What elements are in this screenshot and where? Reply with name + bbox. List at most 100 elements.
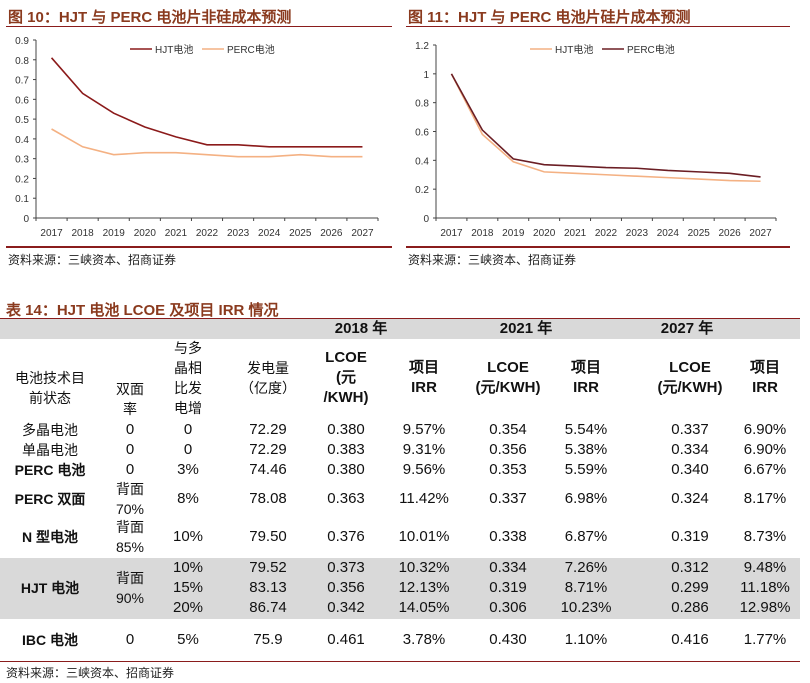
table-cell: 多晶电池 [22,422,78,438]
y-tick-label: 0.2 [15,174,29,185]
table-cell: 0 [125,421,135,438]
table-cell: 72.29 [249,421,287,438]
x-tick-label: 2027 [351,228,374,239]
series-line-perc [51,128,363,158]
y-tick-label: 0.3 [15,155,29,166]
table-cell: 0.354 [489,421,527,438]
y-tick-label: 0.8 [415,99,429,110]
table-cell: 8% [177,490,199,507]
table-cell: 0 [125,461,135,478]
table-cell: 6.87% [564,528,608,545]
x-tick-label: 2020 [134,228,157,239]
table-cell: 78.08 [249,490,287,507]
x-tick-label: 2026 [320,228,343,239]
column-header: 项目 IRR [749,359,781,396]
table-cell: 6.90% [743,421,787,438]
hjt-highlight-band [0,558,800,619]
table-cell: 10% 15% 20% [172,559,204,616]
table-cell: 背面 85% [115,519,145,555]
x-tick-label: 2024 [258,228,281,239]
table-cell: 9.57% [402,421,446,438]
year-header: 2027 年 [660,320,714,337]
figure-11: 图 11：HJT 与 PERC 电池片硅片成本预测 0 0.2 0.4 0.6 0.8 1… [400,0,810,270]
table-cell: 6.67% [743,461,787,478]
table-cell: 9.31% [402,441,446,458]
chart-wafercost: 0 0.2 0.4 0.6 0.8 1 1.2 2017 2018 2019 2020 2021 202… [415,41,777,239]
table-cell: 9.56% [402,461,446,478]
x-tick-label: 2017 [40,228,63,239]
table-cell: 10.32% 12.13% 14.05% [398,559,450,616]
table-cell: 7.26% 8.71% 10.23% [560,559,612,616]
column-header: 发电量 （亿度） [240,360,296,396]
table-cell: 0.373 0.356 0.342 [327,559,365,616]
y-tick-label: 0.5 [15,115,29,126]
column-header: 与多 晶相 比发 电增 [174,340,202,416]
divider [0,661,800,662]
table-cell: 0.376 [327,528,365,545]
legend-label: PERC电池 [627,43,675,56]
table-cell: 1.10% [564,631,608,648]
table-cell: 72.29 [249,441,287,458]
figure-10: 图 10：HJT 与 PERC 电池片非硅成本预测 0 0.1 0.2 0.3 0.4 0… [0,0,400,270]
table-cell: 0.334 [671,441,709,458]
table-cell: 10.01% [398,528,450,545]
x-tick-label: 2021 [564,228,587,239]
table-cell: 0.383 [327,441,365,458]
y-tick-label: 1 [423,70,429,81]
series-line-perc [450,73,761,178]
chart-noncost: 0 0.1 0.2 0.3 0.4 0.5 0.6 0.7 0.8 0.9 2017 2018 2019… [15,36,379,239]
table-cell: 0.319 [671,528,709,545]
table-cell: 9.48% 11.18% 12.98% [739,559,791,616]
y-tick-label: 0.7 [15,76,29,87]
table-cell: 0.430 [489,631,527,648]
table-cell: 0.416 [671,631,709,648]
table-cell: 10% [172,528,204,545]
x-tick-label: 2019 [103,228,126,239]
source-note: 资料来源：三峡资本、招商证券 [8,253,177,267]
table-cell: 0.363 [327,490,365,507]
x-tick-label: 2018 [471,228,494,239]
table-cell: 79.50 [249,528,287,545]
x-tick-label: 2017 [440,228,463,239]
table-title: 表 14：HJT 电池 LCOE 及项目 IRR 情况 [6,302,279,319]
table-cell: HJT 电池 [20,580,80,596]
divider [6,26,392,27]
y-tick-label: 0.9 [15,36,29,47]
source-note: 资料来源：三峡资本、招商证券 [408,253,577,267]
table-cell: 0.340 [671,461,709,478]
x-tick-label: 2025 [289,228,312,239]
legend-label: HJT电池 [555,43,593,56]
legend-label: HJT电池 [155,43,193,56]
y-tick-label: 0.8 [15,56,29,67]
table-cell: 8.73% [743,528,787,545]
table-cell: 79.52 83.13 86.74 [249,559,287,616]
table-cell: 0.338 [489,528,527,545]
column-header: 电池技术目 前状态 [15,370,85,406]
x-tick-label: 2021 [165,228,188,239]
table-cell: 0 [183,421,193,438]
table-cell: 3.78% [402,631,446,648]
table-cell: 0.324 [671,490,709,507]
table-cell: 11.42% [399,490,449,507]
x-tick-label: 2022 [595,228,618,239]
x-tick-label: 2026 [719,228,742,239]
column-header: 项目 IRR [570,359,602,396]
y-tick-label: 0 [423,214,429,225]
divider [406,26,790,27]
table-cell: 0.461 [327,631,365,648]
x-tick-label: 2022 [196,228,219,239]
column-header: 双面 率 [116,381,144,417]
column-header: LCOE (元/KWH) [475,359,541,396]
table-cell: N 型电池 [22,529,78,545]
x-tick-label: 2019 [502,228,525,239]
series-line-hjt [50,57,363,148]
table-cell: 背面 70% [115,481,145,517]
column-header: 项目 IRR [408,359,440,396]
table-cell: 0.356 [489,441,527,458]
table-cell: 单晶电池 [22,442,78,458]
column-header: LCOE (元/KWH) [657,359,723,396]
divider [6,246,392,248]
column-header: LCOE (元 /KWH) [323,349,369,406]
source-note: 资料来源：三峡资本、招商证券 [6,666,175,680]
table-cell: 5.54% [564,421,608,438]
